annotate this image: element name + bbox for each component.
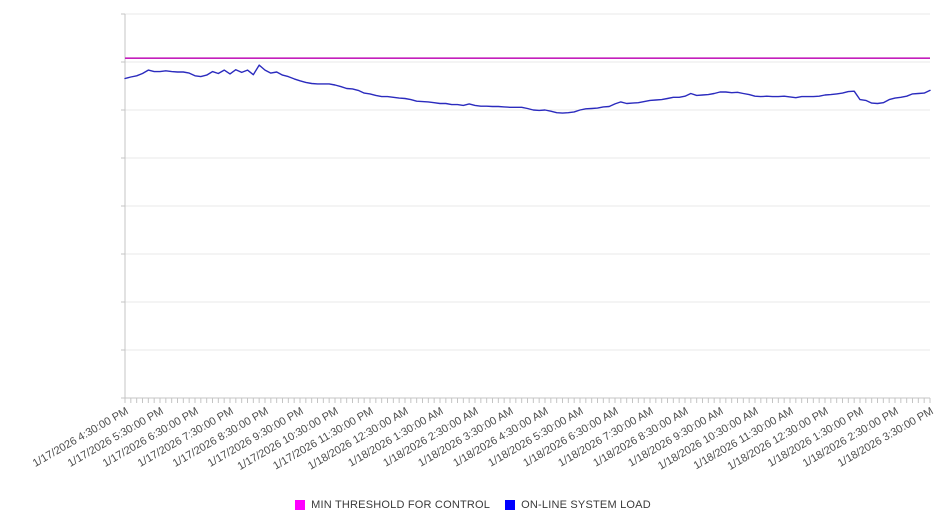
chart-legend: MIN THRESHOLD FOR CONTROL ON-LINE SYSTEM…: [0, 499, 946, 511]
legend-swatch-blue: [505, 500, 516, 510]
legend-label-min-threshold: MIN THRESHOLD FOR CONTROL: [311, 499, 491, 511]
legend-label-system-load: ON-LINE SYSTEM LOAD: [521, 499, 651, 511]
legend-swatch-magenta: [295, 500, 306, 510]
chart-canvas: 1/17/2026 4:30:00 PM1/17/2026 5:30:00 PM…: [31, 13, 936, 473]
system-load-line: [124, 64, 931, 114]
legend-item-system-load: ON-LINE SYSTEM LOAD: [505, 499, 651, 511]
legend-item-min-threshold: MIN THRESHOLD FOR CONTROL: [295, 499, 490, 511]
